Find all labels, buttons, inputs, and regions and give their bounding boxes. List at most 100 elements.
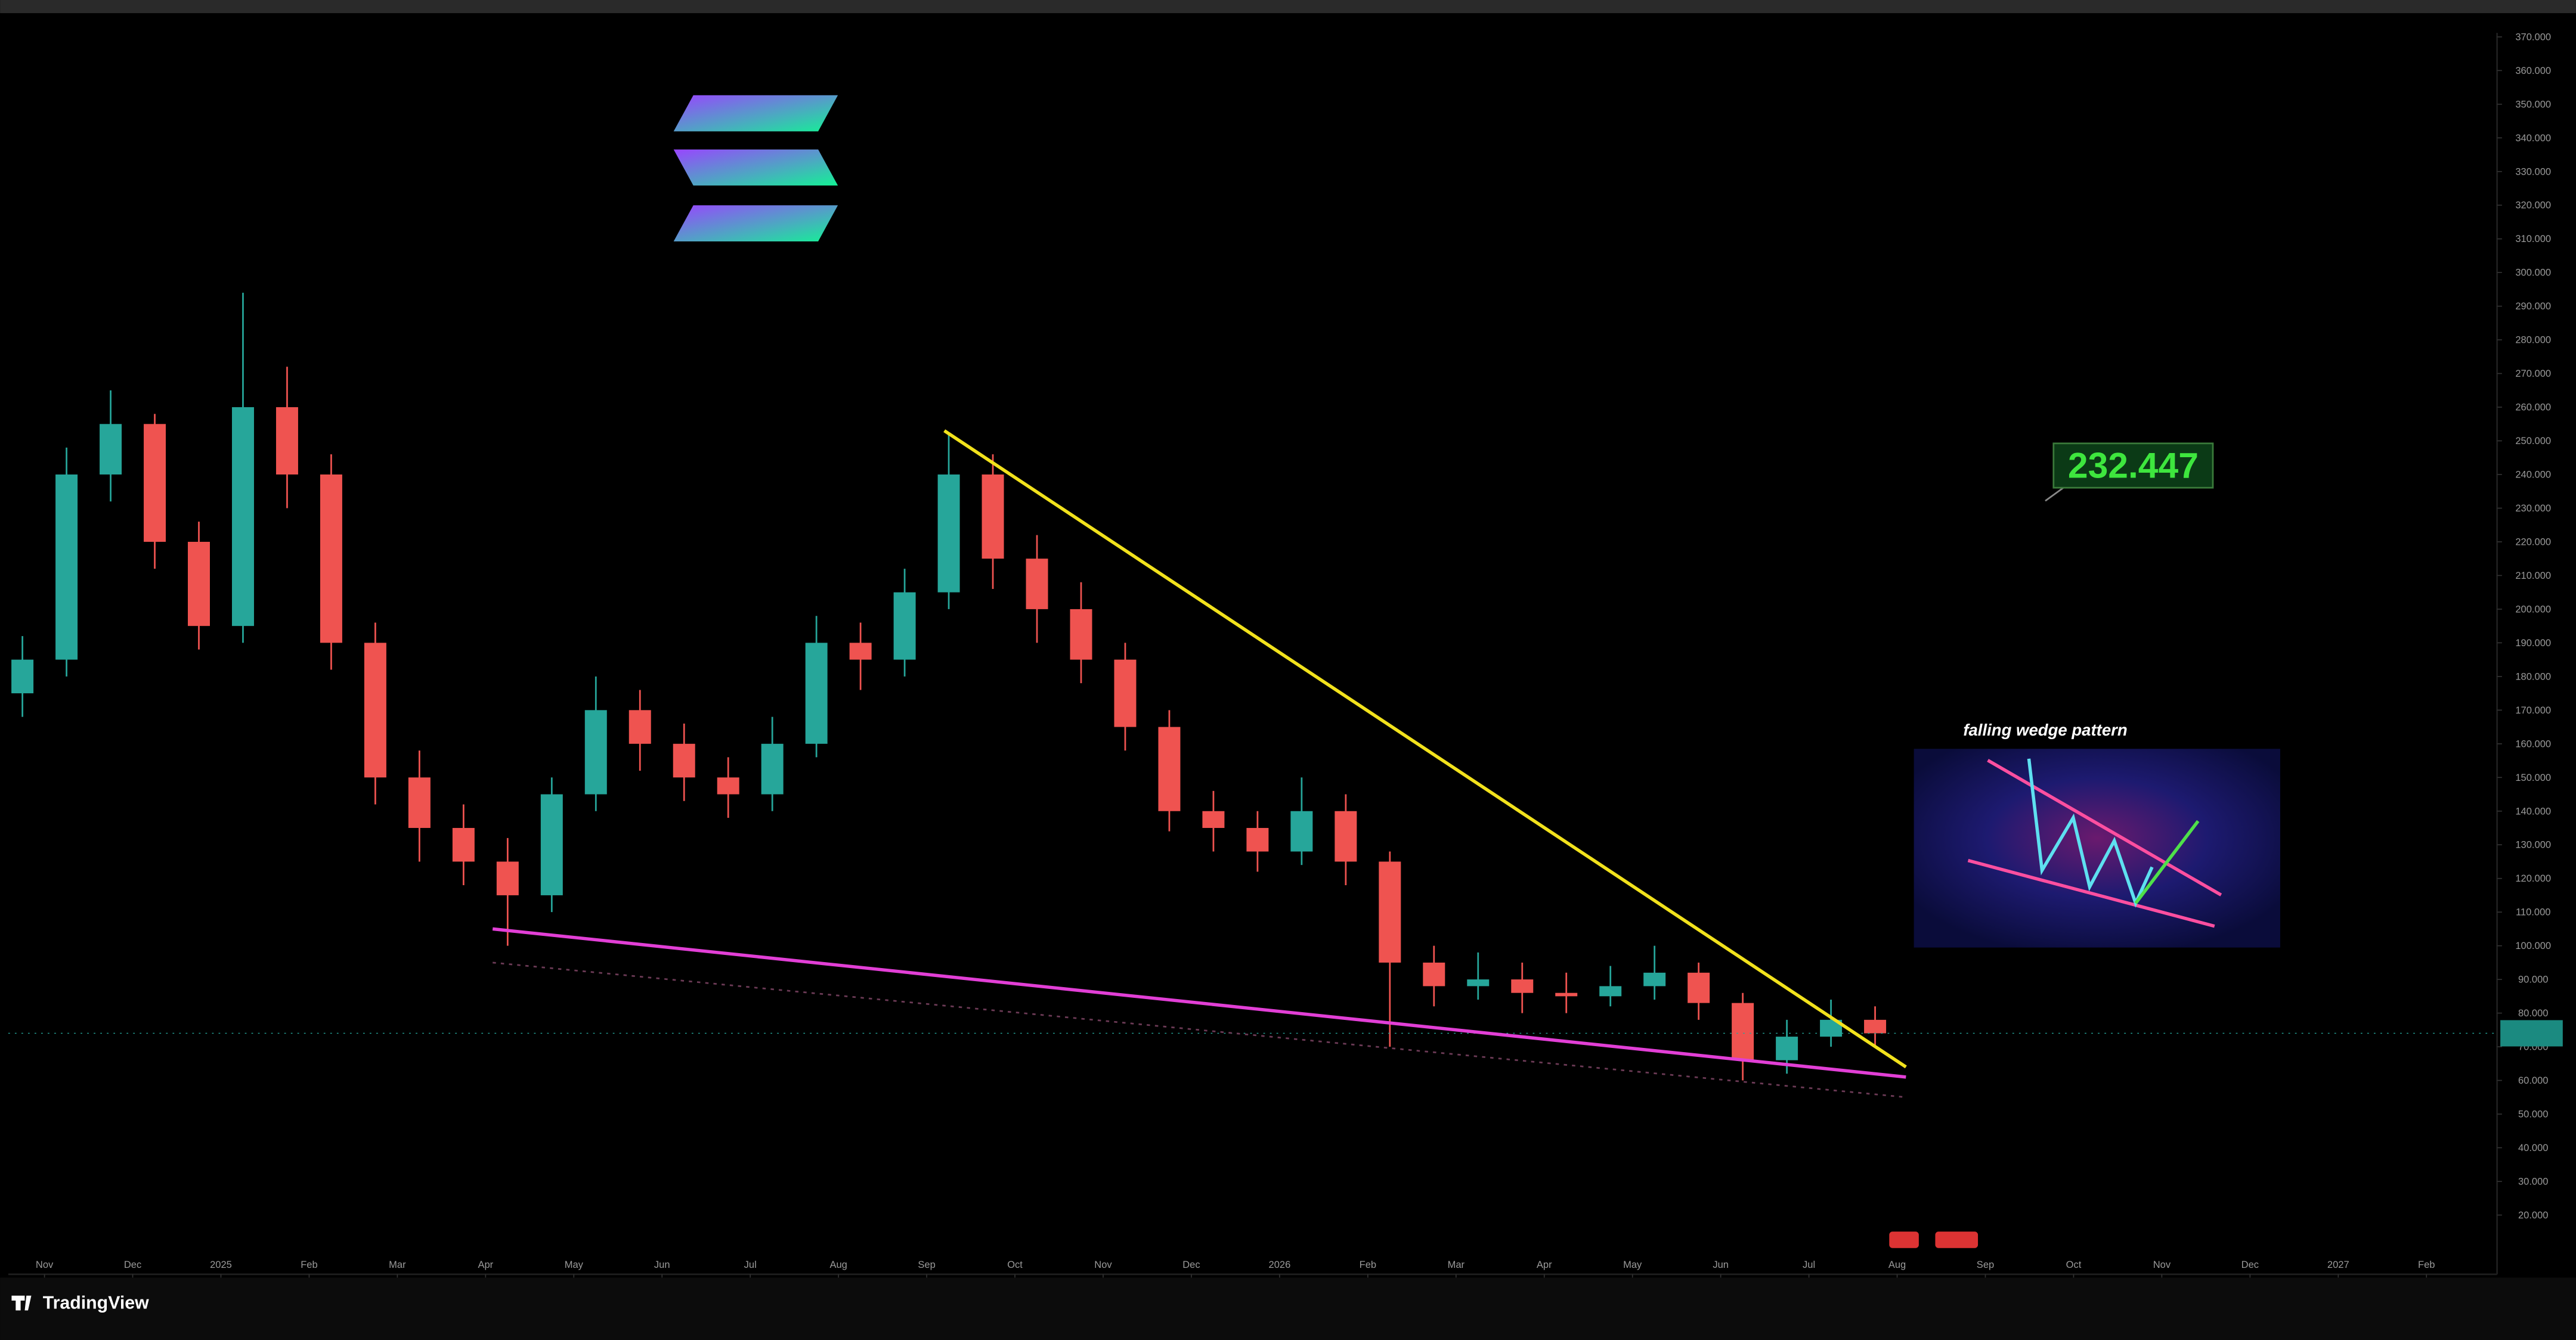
y-tick-label: 100.000 bbox=[2515, 940, 2551, 951]
x-tick-label: May bbox=[1623, 1259, 1642, 1270]
x-tick-label: Feb bbox=[1360, 1259, 1376, 1270]
candle-body bbox=[1776, 1037, 1798, 1060]
price-callout: 232.447 bbox=[2045, 442, 2214, 502]
y-tick-label: 240.000 bbox=[2515, 469, 2551, 480]
logo-bar bbox=[673, 205, 838, 241]
y-tick-label: 150.000 bbox=[2515, 772, 2551, 783]
candle-body bbox=[408, 777, 431, 828]
trendline bbox=[943, 429, 1907, 1069]
candle-body bbox=[320, 474, 342, 643]
x-tick-label: Jul bbox=[1803, 1259, 1815, 1270]
brand-icon bbox=[11, 1295, 32, 1311]
x-tick-label: Nov bbox=[1094, 1259, 1112, 1270]
candle-body bbox=[364, 643, 386, 778]
candle-body bbox=[1379, 861, 1401, 963]
inset-lower-line bbox=[1967, 858, 2215, 928]
candle-body bbox=[1732, 1003, 1754, 1060]
inset-upper-line bbox=[1987, 759, 2222, 897]
x-tick-label: Nov bbox=[2153, 1259, 2171, 1270]
candle-body bbox=[584, 710, 607, 795]
tradingview-brand: TradingView bbox=[11, 1294, 149, 1313]
y-tick-label: 310.000 bbox=[2515, 233, 2551, 244]
candle-body bbox=[1688, 972, 1710, 1003]
y-tick-label: 290.000 bbox=[2515, 300, 2551, 312]
x-tick-label: Apr bbox=[1537, 1259, 1552, 1270]
y-tick-label: 160.000 bbox=[2515, 738, 2551, 749]
y-tick-label: 260.000 bbox=[2515, 402, 2551, 413]
y-tick-label: 330.000 bbox=[2515, 166, 2551, 177]
candle-body bbox=[1026, 559, 1048, 609]
y-tick-label: 120.000 bbox=[2515, 873, 2551, 884]
callout-box bbox=[2052, 442, 2214, 489]
candle-body bbox=[55, 474, 78, 660]
trendline bbox=[493, 961, 1906, 1099]
candle-body bbox=[144, 424, 166, 542]
candle-body bbox=[893, 592, 916, 660]
y-tick-label: 60.000 bbox=[2518, 1075, 2549, 1086]
candle-body bbox=[1511, 979, 1534, 993]
x-tick-label: May bbox=[565, 1259, 584, 1270]
y-tick-label: 170.000 bbox=[2515, 705, 2551, 716]
y-tick-label: 230.000 bbox=[2515, 502, 2551, 514]
inset-panel bbox=[1914, 749, 2280, 948]
candle-body bbox=[1555, 992, 1578, 997]
x-tick-label: Dec bbox=[2241, 1259, 2259, 1270]
y-tick-label: 50.000 bbox=[2518, 1109, 2549, 1120]
candle-body bbox=[1864, 1019, 1887, 1034]
y-tick-label: 30.000 bbox=[2518, 1175, 2549, 1187]
y-tick-label: 180.000 bbox=[2515, 671, 2551, 682]
y-tick-label: 280.000 bbox=[2515, 334, 2551, 346]
y-tick-label: 340.000 bbox=[2515, 132, 2551, 144]
y-tick-label: 90.000 bbox=[2518, 974, 2549, 985]
candle-body bbox=[1202, 811, 1225, 828]
candle-body bbox=[628, 710, 651, 744]
x-tick-label: Dec bbox=[1182, 1259, 1200, 1270]
y-tick-label: 320.000 bbox=[2515, 200, 2551, 211]
solana-logo bbox=[673, 95, 838, 241]
candle-body bbox=[1423, 962, 1445, 987]
candle-body bbox=[937, 474, 960, 593]
y-tick-label: 350.000 bbox=[2515, 98, 2551, 110]
x-tick-label: 2027 bbox=[2327, 1259, 2349, 1270]
y-tick-label: 130.000 bbox=[2515, 839, 2551, 851]
y-tick-label: 370.000 bbox=[2515, 31, 2551, 42]
x-tick-label: Jun bbox=[654, 1259, 670, 1270]
x-tick-label: Oct bbox=[2066, 1259, 2082, 1270]
y-tick-label: 300.000 bbox=[2515, 267, 2551, 278]
x-tick-label: 2025 bbox=[210, 1259, 232, 1270]
candle-body bbox=[1246, 827, 1269, 852]
x-tick-label: Mar bbox=[1448, 1259, 1465, 1270]
candle-body bbox=[1290, 811, 1313, 852]
candle-body bbox=[717, 777, 739, 795]
trendline bbox=[492, 927, 1906, 1079]
last-price-tag bbox=[2500, 1020, 2563, 1047]
candle-body bbox=[452, 827, 475, 862]
brand-text: TradingView bbox=[43, 1294, 149, 1313]
x-tick-label: Mar bbox=[389, 1259, 406, 1270]
x-tick-label: Nov bbox=[36, 1259, 54, 1270]
candle-body bbox=[849, 643, 872, 660]
y-tick-label: 270.000 bbox=[2515, 368, 2551, 379]
pattern-label: falling wedge pattern bbox=[1963, 721, 2127, 739]
candle-body bbox=[1070, 609, 1092, 660]
y-tick-label: 210.000 bbox=[2515, 570, 2551, 581]
y-tick-label: 40.000 bbox=[2518, 1142, 2549, 1153]
candle-body bbox=[1114, 659, 1137, 727]
x-tick-label: Oct bbox=[1007, 1259, 1023, 1270]
event-icon bbox=[1935, 1232, 1979, 1248]
y-tick-label: 190.000 bbox=[2515, 637, 2551, 649]
candle-body bbox=[1158, 727, 1181, 811]
y-tick-label: 250.000 bbox=[2515, 435, 2551, 446]
candle-body bbox=[1467, 979, 1490, 987]
x-tick-label: Sep bbox=[1977, 1259, 1994, 1270]
y-tick-label: 220.000 bbox=[2515, 536, 2551, 547]
y-tick-label: 360.000 bbox=[2515, 65, 2551, 76]
candle-body bbox=[188, 541, 210, 626]
candle-body bbox=[540, 794, 563, 895]
candle-body bbox=[275, 407, 298, 475]
x-tick-label: Jun bbox=[1713, 1259, 1729, 1270]
x-tick-label: Aug bbox=[829, 1259, 847, 1270]
logo-bar bbox=[673, 95, 838, 132]
